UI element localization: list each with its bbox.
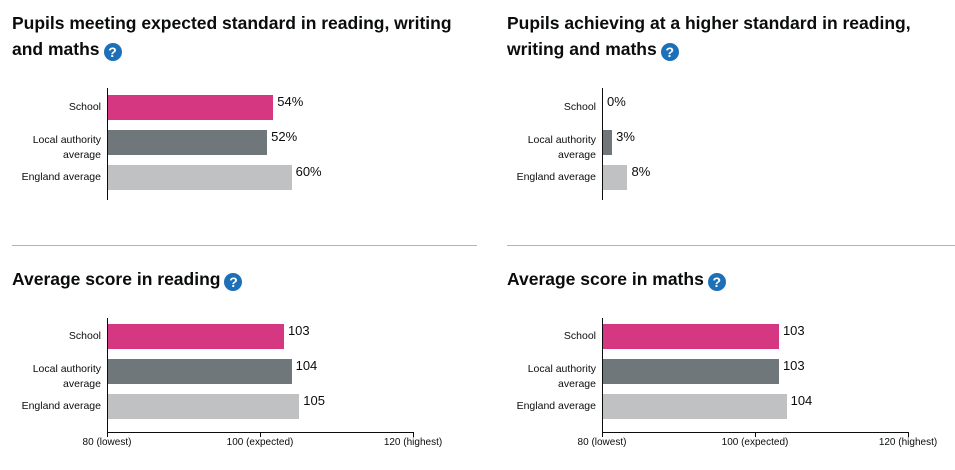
x-tick — [755, 432, 756, 437]
x-tick-label: 120 (highest) — [383, 437, 443, 448]
category-label-school: School — [5, 100, 101, 115]
bar-school — [108, 324, 284, 349]
chart-title: Pupils meeting expected standard in read… — [12, 10, 452, 62]
bar-england — [108, 394, 300, 419]
category-label-school: School — [5, 329, 101, 344]
x-tick — [260, 432, 261, 437]
chart-title-line: and maths — [12, 39, 100, 59]
help-icon[interactable]: ? — [103, 43, 122, 61]
category-label-line: average — [558, 378, 596, 390]
y-axis-line — [107, 88, 108, 200]
chart-title: Pupils achieving at a higher standard in… — [507, 10, 911, 62]
value-label-school: 0% — [607, 94, 626, 109]
bar-england — [603, 394, 787, 419]
section-divider — [507, 245, 955, 246]
category-label-local-authority: Local authority average — [5, 362, 101, 392]
x-tick-label: 120 (highest) — [878, 437, 938, 448]
category-label-school: School — [500, 329, 596, 344]
category-label-line: School — [68, 100, 101, 113]
category-label-line: England average — [21, 399, 101, 412]
category-label-england: England average — [500, 170, 596, 185]
value-label-school: 54% — [277, 94, 304, 109]
chart-title-line: Average score in maths — [507, 269, 704, 289]
category-label-england: England average — [5, 170, 101, 185]
y-axis-line — [602, 318, 603, 432]
category-label-line: average — [558, 149, 596, 161]
value-label-england: 105 — [303, 393, 325, 408]
x-tick-label: 100 (expected) — [721, 437, 789, 448]
category-label-line: Local authority — [32, 363, 101, 375]
category-label-line: average — [63, 149, 101, 161]
x-tick-label: 100 (expected) — [226, 437, 294, 448]
category-label-local-authority: Local authority average — [5, 133, 101, 163]
category-label-line: Local authority — [32, 134, 101, 146]
bar-school — [603, 324, 779, 349]
value-label-england: 8% — [631, 164, 651, 179]
x-tick — [107, 432, 108, 437]
category-label-england: England average — [5, 399, 101, 414]
value-label-local-authority: 103 — [782, 358, 805, 373]
value-label-local-authority: 104 — [295, 358, 318, 373]
x-tick — [602, 432, 603, 437]
category-label-school: School — [500, 100, 596, 115]
value-label-england: 60% — [295, 164, 322, 179]
bar-local-authority — [108, 130, 268, 155]
help-icon[interactable]: ? — [707, 273, 726, 291]
x-tick-label: 80 (lowest) — [577, 437, 627, 448]
category-label-line: Local authority — [527, 363, 596, 375]
bar-local-authority — [603, 130, 613, 155]
chart-title-line: Average score in reading — [12, 269, 221, 289]
category-label-line: Local authority — [527, 134, 596, 146]
chart-title: Average score in maths? — [507, 266, 726, 292]
chart-title-line: writing and maths — [507, 39, 657, 59]
bar-school — [108, 95, 274, 120]
chart-title-line: Pupils meeting expected standard in read… — [12, 13, 452, 33]
bar-local-authority — [108, 359, 292, 384]
category-label-local-authority: Local authority average — [500, 133, 596, 163]
x-tick-label: 80 (lowest) — [82, 437, 132, 448]
category-label-line: average — [63, 378, 101, 390]
category-label-line: School — [563, 100, 596, 113]
value-label-local-authority: 52% — [271, 129, 298, 144]
category-label-line: England average — [516, 399, 596, 412]
section-divider — [12, 245, 477, 246]
category-label-england: England average — [500, 399, 596, 414]
y-axis-line — [107, 318, 108, 432]
category-label-line: School — [68, 329, 101, 342]
bar-england — [603, 165, 628, 190]
category-label-line: England average — [516, 170, 596, 183]
chart-title: Average score in reading? — [12, 266, 243, 292]
value-label-england: 104 — [790, 393, 813, 408]
category-label-line: England average — [21, 170, 101, 183]
value-label-school: 103 — [287, 323, 310, 338]
value-label-school: 103 — [782, 323, 805, 338]
chart-title-line: Pupils achieving at a higher standard in… — [507, 13, 911, 33]
bar-england — [108, 165, 292, 190]
category-label-local-authority: Local authority average — [500, 362, 596, 392]
value-label-local-authority: 3% — [616, 129, 635, 144]
bar-local-authority — [603, 359, 779, 384]
y-axis-line — [602, 88, 603, 200]
category-label-line: School — [563, 329, 596, 342]
help-icon[interactable]: ? — [660, 43, 679, 61]
help-icon[interactable]: ? — [224, 273, 243, 291]
x-tick — [413, 432, 414, 437]
x-tick — [908, 432, 909, 437]
